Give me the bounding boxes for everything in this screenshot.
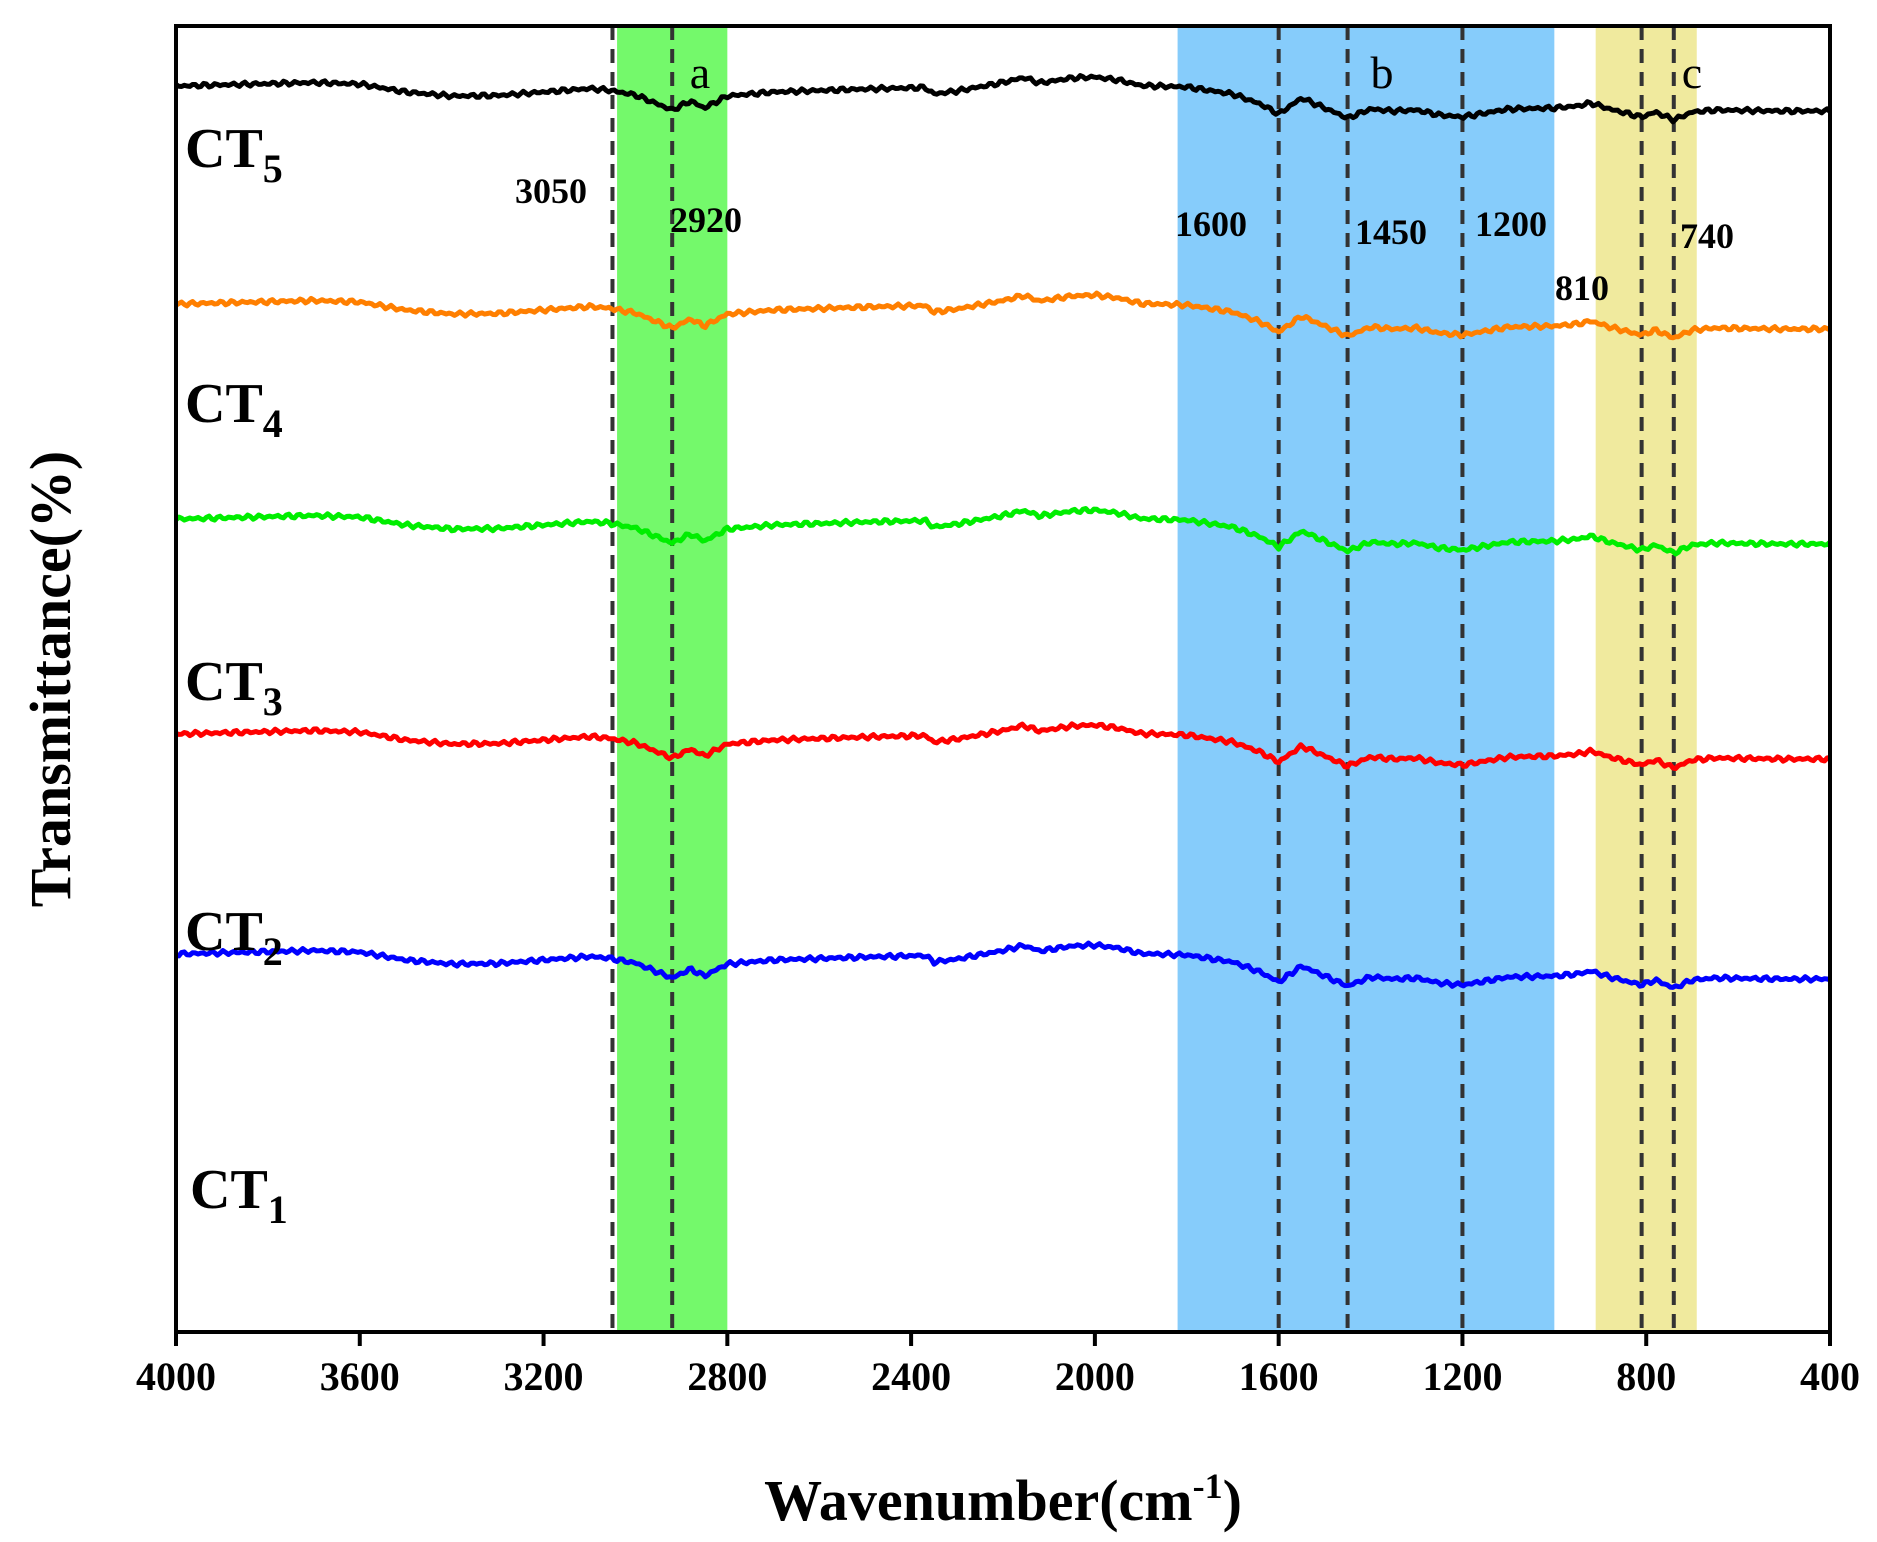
series-label-ct2: CT2 <box>185 901 283 974</box>
x-axis-title: Wavenumber(cm-1) <box>764 1466 1242 1533</box>
series-label-ct1: CT1 <box>190 1159 288 1232</box>
series-label-ct3: CT3 <box>185 651 283 724</box>
band-c <box>1595 26 1697 1332</box>
x-tick-label-3600: 3600 <box>320 1354 400 1399</box>
svg-text:CT4: CT4 <box>185 373 283 446</box>
x-tick-label-2000: 2000 <box>1055 1354 1135 1399</box>
peak-label-1450: 1450 <box>1355 212 1427 252</box>
band-label-c: c <box>1682 47 1702 98</box>
band-label-a: a <box>690 47 710 98</box>
x-axis-ticks: 4000 3600 3200 2800 2400 2000 1600 1200 800 400 <box>136 1332 1860 1399</box>
svg-text:CT5: CT5 <box>185 118 283 191</box>
peak-label-1200: 1200 <box>1475 204 1547 244</box>
peak-label-2920: 2920 <box>670 200 742 240</box>
reference-lines <box>610 26 1676 1332</box>
series-label-ct5: CT5 <box>185 118 283 191</box>
band-label-b: b <box>1371 47 1394 98</box>
x-tick-label-1600: 1600 <box>1239 1354 1319 1399</box>
svg-text:CT3: CT3 <box>185 651 283 724</box>
x-tick-label-4000: 4000 <box>136 1354 216 1399</box>
svg-text:CT1: CT1 <box>190 1159 288 1232</box>
series-line-ct5 <box>174 73 1832 125</box>
peak-label-1600: 1600 <box>1175 204 1247 244</box>
x-tick-label-400: 400 <box>1800 1354 1860 1399</box>
band-b <box>1177 26 1555 1332</box>
peak-label-3050: 3050 <box>515 171 587 211</box>
y-axis-title: Transmittance(%) <box>18 451 83 907</box>
peak-label-810: 810 <box>1555 268 1609 308</box>
peak-label-740: 740 <box>1680 216 1734 256</box>
spectra <box>174 73 1832 990</box>
series-label-ct4: CT4 <box>185 373 283 446</box>
series-line-ct3 <box>174 506 1832 557</box>
x-tick-label-1200: 1200 <box>1422 1354 1502 1399</box>
series-line-ct4 <box>174 290 1832 341</box>
x-tick-label-2800: 2800 <box>687 1354 767 1399</box>
x-tick-label-800: 800 <box>1616 1354 1676 1399</box>
x-tick-label-3200: 3200 <box>504 1354 584 1399</box>
x-tick-label-2400: 2400 <box>871 1354 951 1399</box>
svg-text:CT2: CT2 <box>185 901 283 974</box>
series-line-ct1 <box>175 940 1831 990</box>
plot-frame <box>174 24 1832 1334</box>
series-line-ct2 <box>175 721 1831 771</box>
